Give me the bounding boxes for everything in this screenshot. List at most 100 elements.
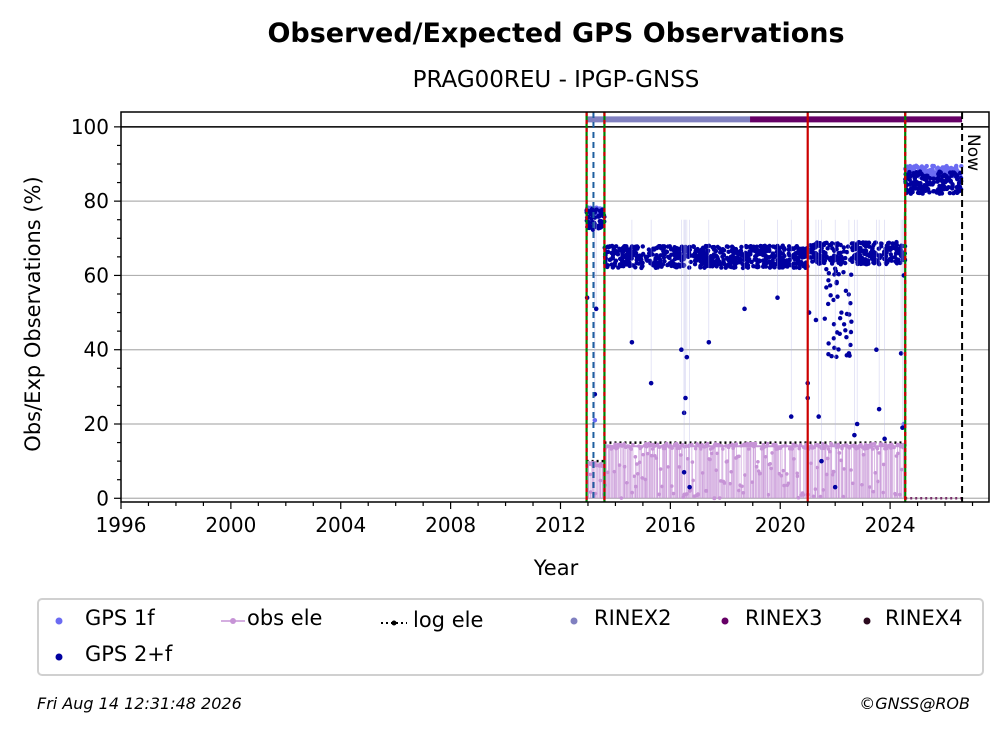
obs-ele-point [829,442,834,446]
y-tick-label: 20 [84,412,109,436]
gps-2f-point [837,331,842,336]
gps-2f-point [673,262,678,267]
obs-ele-point [811,494,816,499]
obs-ele-point [786,481,791,486]
gps-2f-point [755,263,761,269]
gps-2f-point [819,458,824,464]
x-tick-label: 2016 [645,513,696,537]
gps-2f-point [942,184,947,190]
gps-2f-point [612,261,618,266]
gps-2f-point [739,244,744,250]
gps-1f-marker-icon [55,617,63,625]
legend-label-rinex3: RINEX3 [745,606,823,630]
gps-2f-point [750,246,756,251]
gps-2f-point [872,256,877,262]
obs-ele-point [740,484,744,489]
gps-2f-point [794,244,800,249]
gps-2f-point [740,261,745,267]
obs-ele-point [645,451,650,456]
gps-2f-point [780,251,786,256]
gps-2f-point [648,380,654,386]
gps-2f-point [731,265,737,270]
obs-ele-point [870,447,875,451]
gps-2f-point [625,250,631,256]
gps-2f-point [935,179,940,184]
gps-2f-point [747,244,752,250]
gps-2f-point [939,191,945,196]
obs-ele-point [629,447,634,451]
gps-2f-point [593,306,599,312]
gps-2f-point [754,244,760,249]
obs-ele-point [641,452,645,457]
gps-2f-point [710,255,716,260]
gps-2f-point [732,261,737,266]
gps-2f-point [683,395,688,401]
obs-ele-point [658,467,663,471]
gps-2f-point [767,254,772,260]
gps-2f-point [813,245,818,250]
gps-2f-point [629,339,635,345]
gps-2f-point [908,186,914,191]
gps-2f-point [873,250,878,256]
gps-2f-point [822,316,827,321]
gps-observations-chart: Observed/Expected GPS Observations PRAG0… [21,18,990,580]
obs-ele-point [635,462,639,466]
x-tick-label: 2024 [865,513,916,537]
gps-2f-point [924,175,929,180]
gps-2f-point [782,246,787,252]
gps-2f-point [813,258,818,263]
gps-2f-point [826,278,831,283]
gps-2f-point [736,260,741,265]
obs-ele-point [867,485,872,489]
gps-2f-point [826,352,831,357]
gps-2f-point [692,262,698,267]
gps-2f-point [693,248,698,253]
obs-ele-point [712,496,717,501]
x-tick-label: 2008 [425,513,476,537]
gps-2f-point [707,257,713,262]
obs-ele-point [677,446,682,451]
gps-2f-point [841,249,847,254]
obs-ele-point [619,496,624,500]
gps-2f-point [834,280,839,286]
obs-ele-point [795,471,799,476]
gps-2f-point [788,414,794,419]
gps-2f-point [845,244,851,249]
gps-2f-point [874,347,879,353]
gps-2f-point [915,186,921,192]
gps-2f-point [596,213,601,219]
obs-ele-point [588,472,592,477]
gps-2f-point [684,354,690,360]
obs-ele-point [795,474,800,478]
gps-2f-point [843,328,848,333]
gps-2f-point [849,241,855,246]
gps-2f-point [699,247,704,252]
gps-2f-point [858,245,863,251]
obs-ele-marker-icon [221,618,245,624]
gps-2f-point [936,189,941,195]
gps-2f-point [841,245,846,250]
gps-2f-point [829,241,835,246]
gps-2f-point [954,189,960,194]
gps-2f-point [848,301,853,306]
gps-2f-point [757,258,763,264]
gps-2f-point [816,414,821,419]
gps-2f-point [869,251,874,257]
obs-ele-point [826,447,831,451]
footer-credit: ©GNSS@ROB [859,694,970,713]
gps-2f-point [776,257,781,262]
gps-2f-point [942,172,948,178]
gps-2f-point [763,244,768,249]
legend: GPS 1f obs ele log ele RINEX2 RINEX3 RIN… [37,598,984,676]
gps-2f-point [882,436,887,442]
gps-2f-point [841,270,846,275]
gps-2f-point [661,250,666,256]
gps-2f-point [820,253,826,259]
gps-2f-point [688,259,693,265]
gps-2f-point [843,255,848,261]
x-tick-label: 2000 [205,513,256,537]
gps-2f-point [771,244,777,249]
obs-ele-point [763,454,768,459]
gps-2f-point [718,262,724,267]
gps-2f-point [665,244,671,249]
